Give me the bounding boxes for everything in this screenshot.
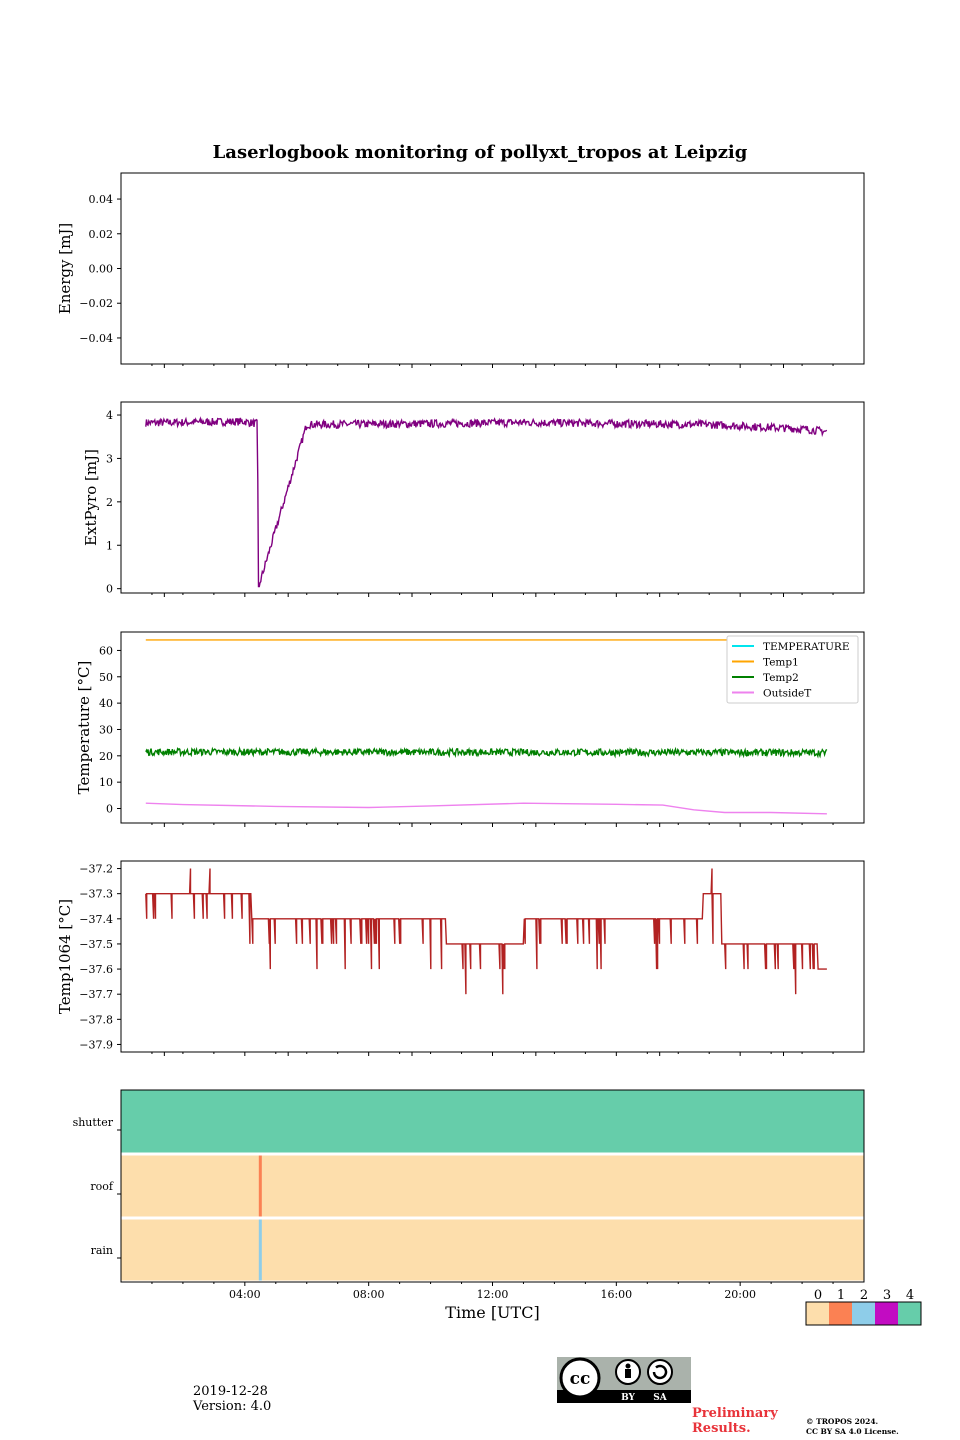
colorbar-tick-label: 3 bbox=[883, 1288, 891, 1303]
sa-label: SA bbox=[653, 1393, 667, 1403]
panel-0-frame bbox=[120, 172, 865, 365]
y-axis-label-energy: Energy [mJ] bbox=[56, 223, 74, 314]
y-tick-label-temp1064: −37.3 bbox=[79, 888, 113, 901]
preliminary-results-note: Preliminary Results. bbox=[692, 1406, 778, 1436]
y-tick-label-energy: 0.04 bbox=[89, 193, 114, 206]
y-tick-label-temperature: 10 bbox=[99, 776, 113, 789]
x-tick-label: 12:00 bbox=[477, 1288, 509, 1301]
y-tick-label-extpyro: 0 bbox=[106, 583, 113, 596]
y-tick-label-extpyro: 2 bbox=[106, 496, 113, 509]
y-tick-label-temp1064: −37.4 bbox=[79, 913, 113, 926]
legend-label-Temp1: Temp1 bbox=[763, 657, 799, 669]
y-tick-label-extpyro: 4 bbox=[106, 409, 113, 422]
preliminary-line-1: Preliminary bbox=[692, 1406, 778, 1421]
by-label: BY bbox=[621, 1393, 635, 1403]
y-tick-label-energy: 0.00 bbox=[89, 263, 114, 276]
colorbar-tick-label: 4 bbox=[906, 1288, 914, 1303]
y-tick-label-temp1064: −37.7 bbox=[79, 988, 113, 1001]
preliminary-line-2: Results. bbox=[692, 1421, 751, 1436]
copyright-line-1: © TROPOS 2024. bbox=[806, 1417, 879, 1426]
cc-by-sa-badge: cc BY SA bbox=[557, 1357, 691, 1403]
footer-date: 2019-12-28 bbox=[193, 1384, 268, 1399]
legend-label-TEMPERATURE: TEMPERATURE bbox=[763, 641, 850, 653]
y-axis-label-extpyro: ExtPyro [mJ] bbox=[82, 449, 100, 546]
x-tick-label: 08:00 bbox=[353, 1288, 385, 1301]
status-row-rain bbox=[121, 1219, 864, 1281]
x-tick-label: 16:00 bbox=[600, 1288, 632, 1301]
y-axis-label-temperature: Temperature [°C] bbox=[75, 661, 93, 795]
panel-1-frame bbox=[120, 401, 865, 594]
colorbar-swatch bbox=[875, 1302, 898, 1325]
y-tick-label-temperature: 30 bbox=[99, 723, 113, 736]
copyright-line-2: CC BY SA 4.0 License. bbox=[806, 1427, 899, 1436]
y-tick-label-temp1064: −37.5 bbox=[79, 938, 113, 951]
colorbar-swatch bbox=[898, 1302, 921, 1325]
status-marker-roof bbox=[258, 1155, 262, 1217]
y-tick-label-temp1064: −37.2 bbox=[79, 863, 113, 876]
x-tick-label: 20:00 bbox=[724, 1288, 756, 1301]
y-tick-label-temperature: 40 bbox=[99, 697, 113, 710]
legend-label-Temp2: Temp2 bbox=[763, 672, 799, 684]
status-row-shutter bbox=[121, 1090, 864, 1153]
y-axis-label-temp1064: Temp1064 [°C] bbox=[56, 899, 74, 1014]
y-tick-label-energy: −0.04 bbox=[79, 332, 113, 345]
x-axis-label: Time [UTC] bbox=[445, 1303, 539, 1322]
colorbar-tick-label: 0 bbox=[814, 1288, 822, 1303]
y-tick-label-energy: −0.02 bbox=[79, 297, 113, 310]
y-tick-label-temperature: 0 bbox=[106, 803, 113, 816]
cc-icon bbox=[559, 1357, 601, 1399]
panel-3-frame bbox=[120, 860, 865, 1053]
series-line-OutsideT bbox=[145, 802, 827, 815]
y-tick-label-temp1064: −37.8 bbox=[79, 1013, 113, 1026]
x-tick-label: 04:00 bbox=[229, 1288, 261, 1301]
y-tick-label-temperature: 60 bbox=[99, 644, 113, 657]
copyright-note: © TROPOS 2024. CC BY SA 4.0 License. bbox=[806, 1417, 899, 1437]
colorbar-frame bbox=[805, 1301, 922, 1326]
y-tick-label-temp1064: −37.9 bbox=[79, 1038, 113, 1051]
colorbar-tick-label: 1 bbox=[837, 1288, 845, 1303]
colorbar-swatch bbox=[829, 1302, 852, 1325]
status-row-label-shutter: shutter bbox=[73, 1116, 114, 1129]
status-marker-rain bbox=[258, 1219, 262, 1281]
series-line-Temp2 bbox=[145, 745, 828, 759]
y-tick-label-energy: 0.02 bbox=[89, 228, 114, 241]
sa-share-icon bbox=[647, 1359, 673, 1385]
footer-date-block: 2019-12-28 Version: 4.0 bbox=[193, 1384, 271, 1414]
y-tick-label-extpyro: 1 bbox=[106, 539, 113, 552]
colorbar-swatch bbox=[806, 1302, 829, 1325]
colorbar-swatch bbox=[852, 1302, 875, 1325]
svg-text:cc: cc bbox=[570, 1369, 591, 1389]
y-tick-label-temperature: 50 bbox=[99, 671, 113, 684]
series-line-Temp1064 bbox=[145, 868, 827, 995]
footer-version: Version: 4.0 bbox=[193, 1399, 272, 1414]
status-row-label-rain: rain bbox=[91, 1244, 113, 1257]
y-tick-label-extpyro: 3 bbox=[106, 452, 113, 465]
series-line-ExtPyro bbox=[145, 416, 828, 588]
status-row-label-roof: roof bbox=[90, 1180, 114, 1193]
colorbar-tick-label: 2 bbox=[860, 1288, 868, 1303]
y-tick-label-temp1064: −37.6 bbox=[79, 963, 113, 976]
y-tick-label-temperature: 20 bbox=[99, 750, 113, 763]
status-row-roof bbox=[121, 1155, 864, 1217]
figure-title: Laserlogbook monitoring of pollyxt_tropo… bbox=[213, 142, 748, 163]
legend-label-OutsideT: OutsideT bbox=[763, 688, 811, 700]
legend-box bbox=[726, 635, 859, 704]
